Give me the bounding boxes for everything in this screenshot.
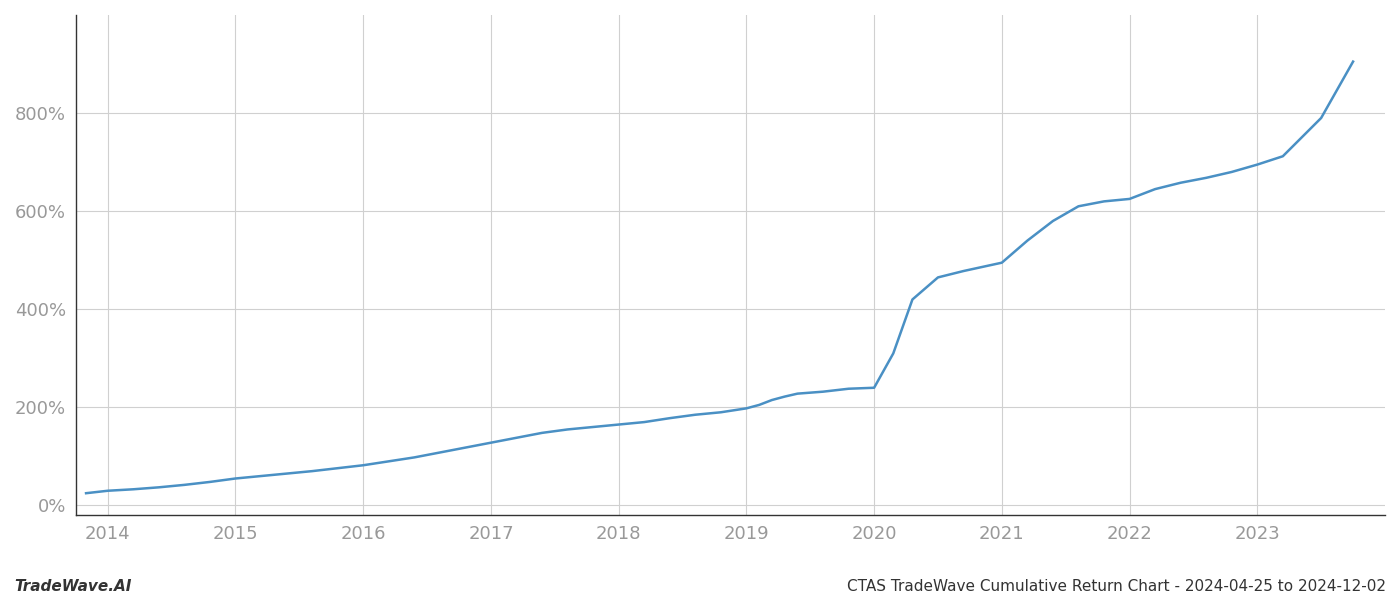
Text: TradeWave.AI: TradeWave.AI (14, 579, 132, 594)
Text: CTAS TradeWave Cumulative Return Chart - 2024-04-25 to 2024-12-02: CTAS TradeWave Cumulative Return Chart -… (847, 579, 1386, 594)
